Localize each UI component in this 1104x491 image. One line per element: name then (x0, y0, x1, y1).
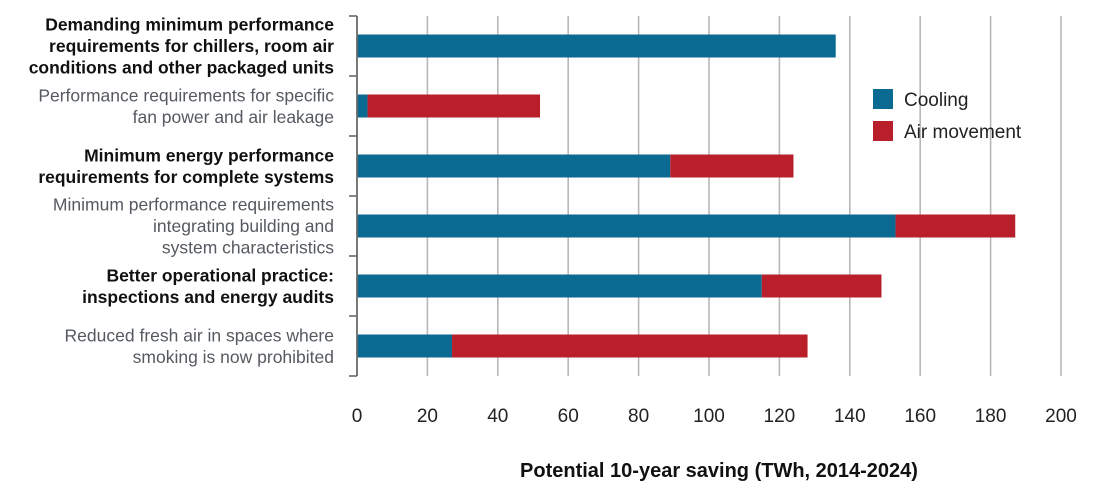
bar-air-movement (761, 274, 882, 298)
legend-label: Air movement (904, 122, 1022, 143)
x-axis-title: Potential 10-year saving (TWh, 2014-2024… (520, 460, 918, 482)
x-tick-label: 120 (764, 406, 796, 427)
bars (357, 34, 1016, 358)
bar-cooling (357, 214, 896, 238)
bar-cooling (357, 274, 762, 298)
x-tick-label: 160 (904, 406, 936, 427)
x-tick-label: 0 (352, 406, 363, 427)
category-label: Minimum performance requirements integrat… (53, 195, 334, 258)
category-label: Minimum energy performance requirements f… (38, 145, 334, 187)
bar-air-movement (670, 154, 794, 178)
category-labels: Demanding minimum performance requirement… (29, 15, 335, 367)
bar-cooling (357, 154, 671, 178)
legend-swatch (873, 89, 893, 109)
x-tick-label: 200 (1045, 406, 1077, 427)
x-tick-label: 180 (975, 406, 1007, 427)
x-tick-label: 60 (558, 406, 579, 427)
legend-label: Cooling (904, 90, 968, 111)
legend: Cooling Air movement (873, 89, 1022, 143)
bar-air-movement (367, 94, 541, 118)
category-label: Performance requirements for specific fan… (38, 85, 334, 127)
category-label: Reduced fresh air in spaces where smoking… (65, 325, 334, 367)
category-label: Demanding minimum performance requirement… (29, 15, 335, 78)
x-tick-label: 20 (417, 406, 438, 427)
bar-air-movement (452, 334, 808, 358)
x-tick-label: 140 (834, 406, 866, 427)
grid-lines (426, 16, 1062, 376)
x-tick-label: 100 (693, 406, 725, 427)
category-label: Better operational practice: inspections … (82, 265, 334, 307)
bar-air-movement (895, 214, 1016, 238)
bar-cooling (357, 94, 368, 118)
x-axis: 0 20 40 60 80 100 120 140 160 180 200 (349, 15, 1077, 427)
bar-cooling (357, 334, 453, 358)
x-tick-label: 40 (487, 406, 508, 427)
bar-cooling (357, 34, 836, 58)
legend-swatch (873, 121, 893, 141)
x-tick-label: 80 (628, 406, 649, 427)
